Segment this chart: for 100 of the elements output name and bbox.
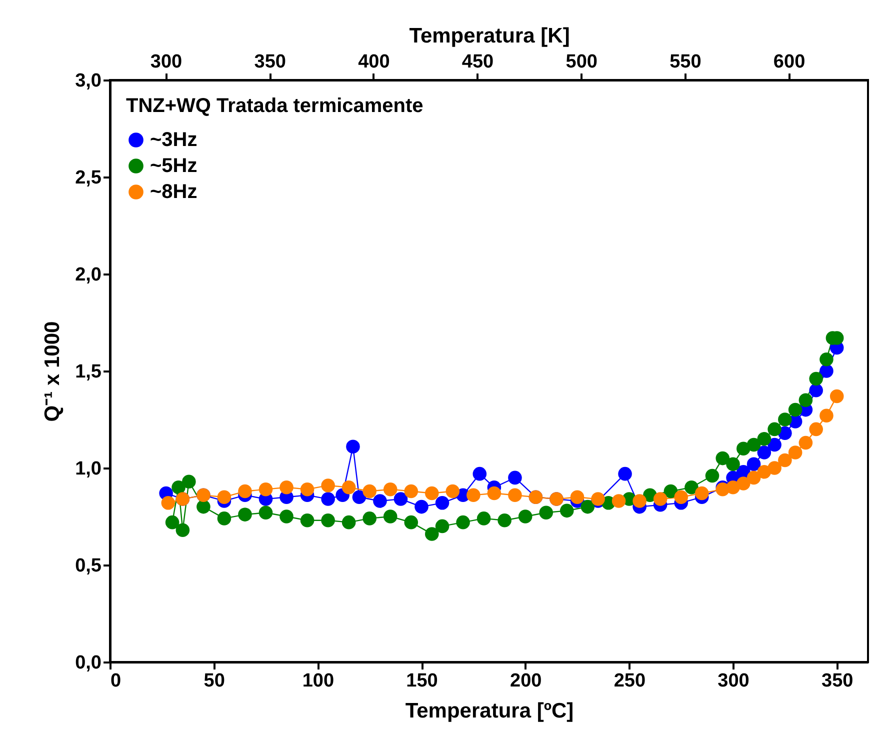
point	[736, 476, 750, 490]
x2-tick-label: 300	[150, 52, 182, 72]
point	[705, 468, 720, 483]
x-tick-label: 350	[822, 670, 854, 692]
point	[466, 488, 480, 502]
point	[570, 490, 584, 504]
point	[618, 466, 632, 481]
point	[238, 508, 252, 522]
x2-tick-label: 500	[566, 52, 598, 72]
x-axis-title: Temperatura [ºC]	[405, 700, 574, 722]
point	[196, 500, 210, 514]
point	[161, 496, 176, 510]
point	[768, 422, 782, 436]
point	[539, 506, 553, 520]
x2-axis-title: Temperatura [K]	[409, 24, 570, 48]
point	[446, 484, 460, 498]
point	[798, 436, 813, 450]
point	[788, 446, 802, 460]
point	[809, 422, 823, 436]
point	[472, 466, 487, 481]
point	[508, 470, 522, 485]
point	[435, 496, 450, 510]
y-tick-label: 1,5	[75, 362, 102, 382]
point	[580, 500, 595, 514]
x-tick-label: 0	[110, 670, 122, 692]
y-tick-label: 2,5	[75, 168, 102, 188]
point	[321, 478, 335, 492]
y-tick-label: 0,5	[75, 556, 102, 576]
point	[498, 514, 512, 528]
point	[217, 512, 232, 526]
point	[456, 515, 470, 530]
point	[383, 510, 398, 524]
point	[746, 470, 761, 485]
point	[342, 480, 356, 494]
point	[508, 488, 522, 502]
point	[830, 389, 844, 404]
point	[798, 393, 813, 407]
point	[300, 482, 314, 496]
point	[362, 484, 376, 498]
point	[342, 515, 356, 530]
point	[300, 514, 314, 528]
point	[321, 514, 335, 528]
point	[394, 492, 408, 506]
point	[820, 352, 834, 366]
point	[383, 482, 398, 496]
point	[414, 500, 428, 514]
point	[674, 490, 688, 504]
point	[362, 512, 376, 526]
point	[612, 494, 626, 508]
point	[778, 453, 792, 468]
x-tick-label: 50	[204, 670, 225, 692]
point	[757, 446, 772, 460]
x-tick-label: 150	[406, 670, 438, 692]
point	[258, 506, 273, 520]
point	[768, 461, 782, 475]
point	[726, 457, 740, 471]
point	[788, 402, 802, 417]
point	[632, 494, 646, 508]
x-tick-label: 250	[614, 670, 646, 692]
point	[165, 515, 180, 530]
x-tick-label: 300	[718, 670, 750, 692]
point	[664, 484, 678, 498]
point	[321, 492, 335, 506]
point	[258, 482, 273, 496]
legend-label: ~8Hz	[150, 181, 198, 203]
point	[404, 515, 418, 530]
legend-label: ~3Hz	[150, 129, 198, 151]
point	[238, 484, 252, 498]
point	[352, 490, 366, 504]
point	[746, 438, 761, 452]
point	[560, 504, 574, 518]
point	[653, 492, 668, 506]
point	[684, 480, 698, 494]
y-tick-label: 1,0	[75, 458, 102, 480]
point	[778, 412, 792, 426]
point	[280, 480, 294, 494]
point	[757, 432, 772, 446]
point	[716, 451, 730, 466]
legend-label: ~5Hz	[150, 155, 198, 177]
point	[809, 384, 823, 398]
point	[518, 510, 532, 524]
point	[404, 484, 418, 498]
point	[280, 510, 294, 524]
point	[373, 494, 387, 508]
point	[487, 486, 502, 500]
point	[809, 372, 823, 386]
x-tick-label: 100	[302, 670, 334, 692]
point	[820, 408, 834, 422]
point	[176, 523, 190, 537]
y-tick-label: 0,0	[75, 652, 102, 674]
x2-tick-label: 350	[254, 52, 286, 72]
y-tick-label: 3,0	[75, 70, 102, 92]
point	[694, 486, 709, 500]
point	[435, 519, 450, 534]
y-tick-label: 2,0	[75, 264, 102, 286]
x2-tick-label: 400	[358, 52, 390, 72]
point	[425, 486, 439, 500]
point	[476, 512, 491, 526]
x2-tick-label: 600	[773, 52, 806, 72]
x2-tick-label: 550	[670, 52, 702, 72]
